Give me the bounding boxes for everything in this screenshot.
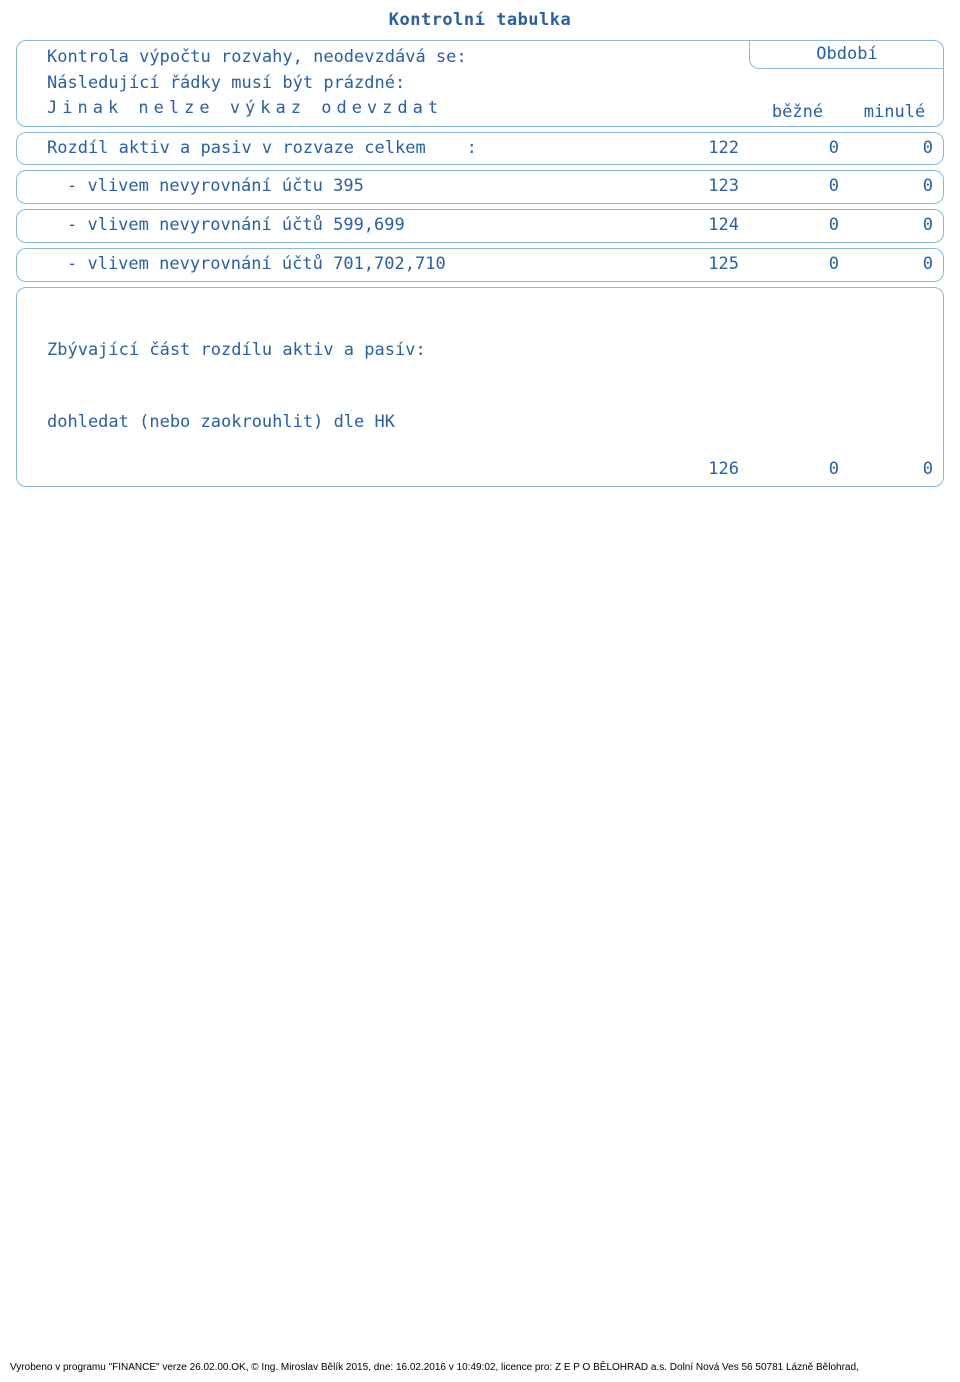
- header-period: Období: [749, 40, 944, 69]
- row-number: 123: [689, 171, 749, 203]
- row-number: 122: [689, 133, 749, 165]
- row-number: 125: [689, 249, 749, 281]
- control-table: Kontrola výpočtu rozvahy, neodevzdává se…: [0, 40, 960, 487]
- header-left: Kontrola výpočtu rozvahy, neodevzdává se…: [17, 41, 749, 126]
- table-row: - vlivem nevyrovnání účtů 701,702,710 12…: [16, 248, 944, 282]
- table-header: Kontrola výpočtu rozvahy, neodevzdává se…: [16, 40, 944, 127]
- header-col-minule: minulé: [846, 69, 943, 126]
- row-minule: 0: [849, 249, 943, 281]
- row-number: 126: [689, 288, 749, 486]
- row-label: - vlivem nevyrovnání účtů 701,702,710: [17, 249, 689, 281]
- table-row: - vlivem nevyrovnání účtů 599,699 124 0 …: [16, 209, 944, 243]
- row-minule: 0: [849, 171, 943, 203]
- row-label: Rozdíl aktiv a pasiv v rozvaze celkem :: [17, 133, 689, 165]
- header-line-2: Následující řádky musí být prázdné:: [47, 71, 739, 97]
- table-row: - vlivem nevyrovnání účtu 395 123 0 0: [16, 170, 944, 204]
- row-label: - vlivem nevyrovnání účtů 599,699: [17, 210, 689, 242]
- row-minule: 0: [849, 133, 943, 165]
- header-col-bezne: běžné: [749, 69, 846, 126]
- row-label-line-2: dohledat (nebo zaokrouhlit) dle HK: [47, 411, 679, 435]
- table-row: Zbývající část rozdílu aktiv a pasív: do…: [16, 287, 944, 487]
- row-minule: 0: [849, 288, 943, 486]
- row-bezne: 0: [749, 171, 849, 203]
- row-bezne: 0: [749, 249, 849, 281]
- row-label: - vlivem nevyrovnání účtu 395: [17, 171, 689, 203]
- row-bezne: 0: [749, 288, 849, 486]
- row-minule: 0: [849, 210, 943, 242]
- row-bezne: 0: [749, 133, 849, 165]
- header-line-1: Kontrola výpočtu rozvahy, neodevzdává se…: [47, 45, 739, 71]
- row-label: Zbývající část rozdílu aktiv a pasív: do…: [17, 288, 689, 486]
- table-row: Rozdíl aktiv a pasiv v rozvaze celkem : …: [16, 132, 944, 166]
- header-right: Období běžné minulé: [749, 41, 943, 126]
- row-label-line-1: Zbývající část rozdílu aktiv a pasív:: [47, 339, 679, 363]
- page-title: Kontrolní tabulka: [0, 0, 960, 40]
- row-bezne: 0: [749, 210, 849, 242]
- header-line-3: Jinak nelze výkaz odevzdat: [47, 96, 739, 122]
- row-number: 124: [689, 210, 749, 242]
- footer-text: Vyrobeno v programu "FINANCE" verze 26.0…: [10, 1361, 950, 1374]
